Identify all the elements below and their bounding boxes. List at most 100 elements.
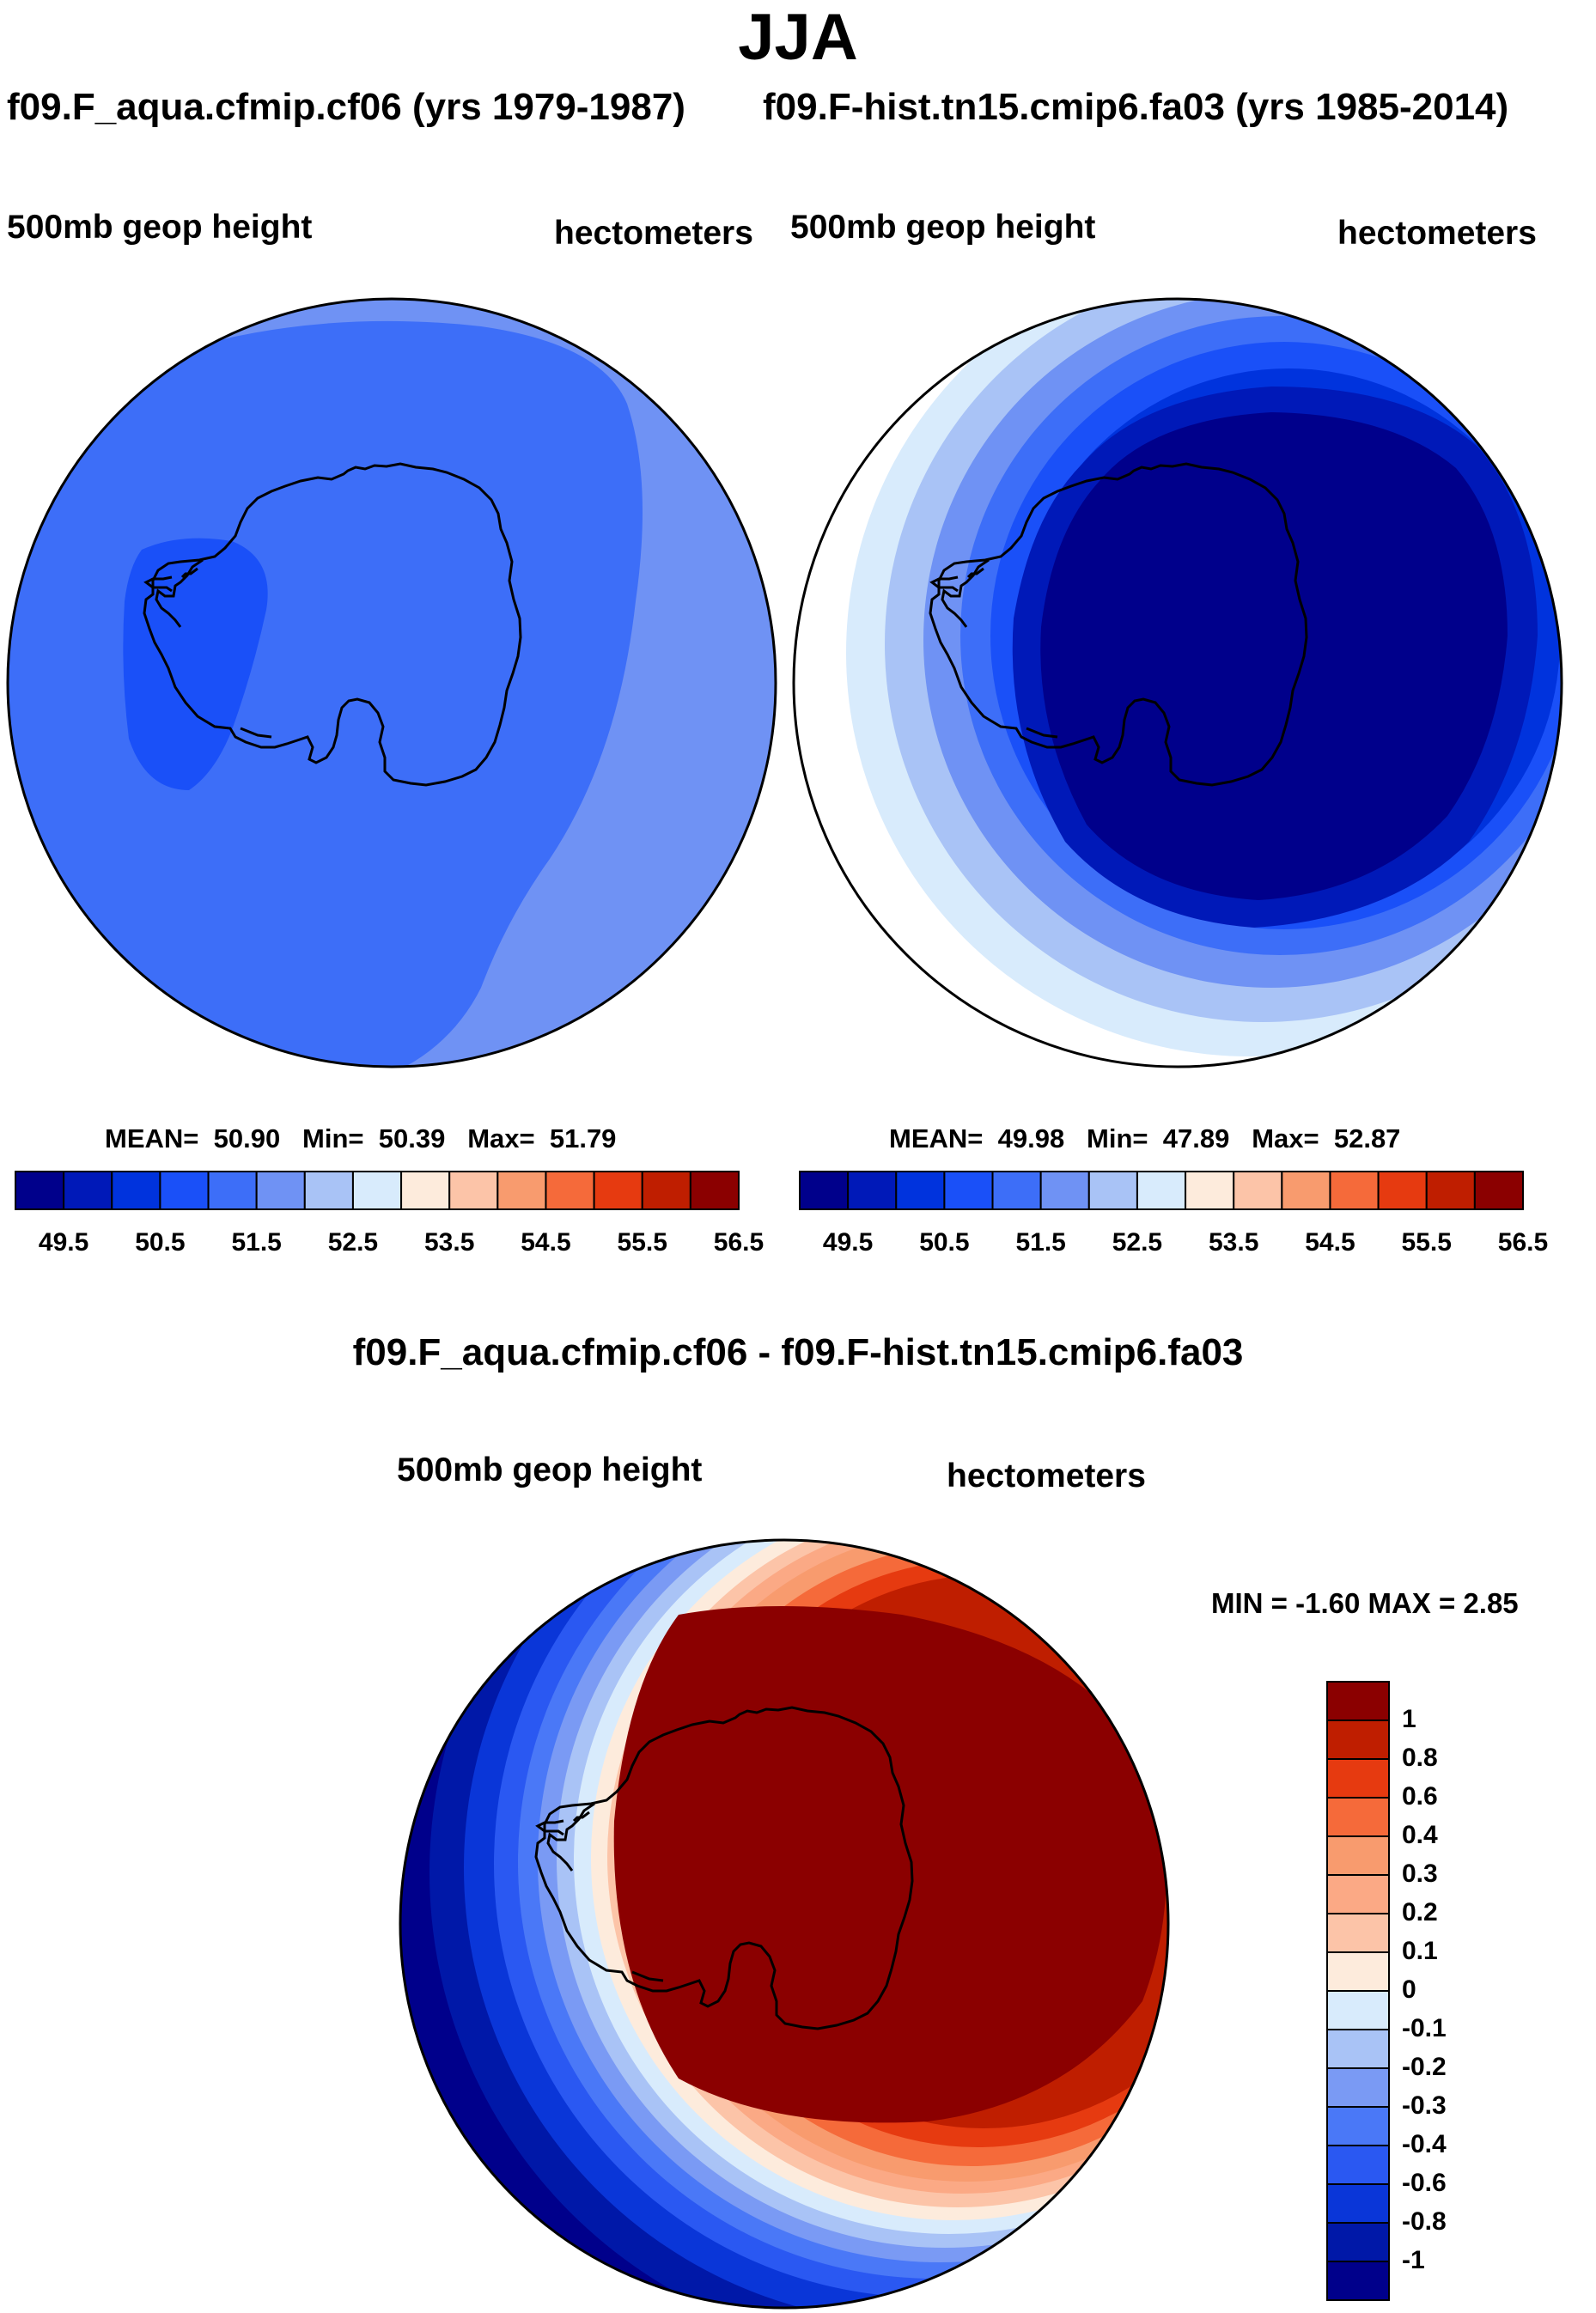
diff-colorbar-tick-label: 0	[1402, 1975, 1416, 2004]
left-colorbar-box-6	[303, 1171, 354, 1210]
right-colorbar-box-1	[847, 1171, 898, 1210]
right-max-label: Max=	[1252, 1123, 1319, 1153]
right-min-label: Min=	[1087, 1123, 1148, 1153]
left-stats: MEAN= 50.90 Min= 50.39 Max= 51.79	[105, 1123, 616, 1154]
right-colorbar-box-0	[799, 1171, 850, 1210]
left-colorbar-box-1	[63, 1171, 113, 1210]
diff-colorbar-box-8	[1326, 1990, 1390, 2030]
left-max-label: Max=	[467, 1123, 535, 1153]
left-colorbar-box-0	[15, 1171, 65, 1210]
left-field-band-50.5-51	[123, 538, 268, 790]
diff-band-above-1	[613, 1606, 1167, 2123]
right-colorbar-box-12	[1377, 1171, 1428, 1210]
right-variable-label: 500mb geop height	[790, 209, 1096, 246]
right-colorbar-box-11	[1329, 1171, 1380, 1210]
left-min-label: Min=	[302, 1123, 364, 1153]
left-colorbar-box-12	[593, 1171, 643, 1210]
right-colorbar-box-8	[1185, 1171, 1235, 1210]
diff-colorbar-box-6	[1326, 1913, 1390, 1953]
left-colorbar-tick-label: 55.5	[617, 1228, 667, 1257]
diff-colorbar-tick-label: 1	[1402, 1705, 1416, 1733]
left-colorbar	[15, 1171, 740, 1210]
diff-colorbar-tick-label: -1	[1402, 2246, 1425, 2274]
left-polar-map	[6, 297, 777, 1068]
left-mean-label: MEAN=	[105, 1123, 199, 1153]
right-colorbar-box-3	[943, 1171, 994, 1210]
diff-colorbar-box-12	[1326, 2145, 1390, 2185]
diff-colorbar-box-11	[1326, 2106, 1390, 2146]
left-colorbar-box-10	[496, 1171, 547, 1210]
left-colorbar-box-11	[545, 1171, 595, 1210]
left-variable-label: 500mb geop height	[7, 209, 313, 246]
diff-colorbar-box-15	[1326, 2261, 1390, 2301]
diff-colorbar-tick-label: 0.4	[1402, 1821, 1438, 1849]
right-colorbar-box-5	[1039, 1171, 1090, 1210]
right-mean-value: 49.98	[997, 1123, 1065, 1153]
left-colorbar-box-5	[255, 1171, 306, 1210]
right-colorbar-box-14	[1473, 1171, 1525, 1210]
left-colorbar-box-2	[111, 1171, 161, 1210]
diff-colorbar-tick-label: -0.6	[1402, 2169, 1447, 2197]
left-colorbar-box-9	[448, 1171, 499, 1210]
diff-colorbar-box-2	[1326, 1758, 1390, 1799]
right-colorbar	[799, 1171, 1525, 1210]
diff-minmax: MIN = -1.60 MAX = 2.85	[1211, 1587, 1519, 1619]
right-colorbar-box-9	[1233, 1171, 1283, 1210]
right-colorbar-box-4	[991, 1171, 1042, 1210]
diff-colorbar-tick-label: 0.6	[1402, 1782, 1438, 1811]
diff-colorbar-box-9	[1326, 2029, 1390, 2069]
right-colorbar-tick-label: 52.5	[1112, 1228, 1163, 1257]
diff-colorbar-box-5	[1326, 1874, 1390, 1914]
diff-colorbar-tick-label: 0.1	[1402, 1937, 1438, 1965]
right-colorbar-box-6	[1087, 1171, 1138, 1210]
diff-units-label: hectometers	[947, 1458, 1146, 1494]
diff-colorbar-tick-label: -0.2	[1402, 2053, 1447, 2081]
right-colorbar-tick-label: 51.5	[1015, 1228, 1066, 1257]
diff-colorbar	[1326, 1681, 1390, 2301]
right-colorbar-box-2	[895, 1171, 946, 1210]
diff-polar-map	[399, 1538, 1170, 2310]
diff-colorbar-tick-label: -0.8	[1402, 2207, 1447, 2236]
right-polar-map	[792, 297, 1563, 1068]
right-max-value: 52.87	[1333, 1123, 1401, 1153]
diff-colorbar-box-14	[1326, 2222, 1390, 2262]
right-colorbar-tick-label: 54.5	[1305, 1228, 1355, 1257]
diff-colorbar-box-1	[1326, 1720, 1390, 1760]
left-colorbar-tick-label: 52.5	[327, 1228, 379, 1257]
diff-colorbar-tick-label: -0.1	[1402, 2014, 1447, 2042]
right-units-label: hectometers	[1337, 215, 1537, 252]
right-min-value: 47.89	[1162, 1123, 1230, 1153]
diff-colorbar-tick-label: 0.2	[1402, 1898, 1438, 1926]
left-colorbar-tick-label: 53.5	[423, 1228, 475, 1257]
left-colorbar-box-4	[207, 1171, 258, 1210]
right-stats: MEAN= 49.98 Min= 47.89 Max= 52.87	[889, 1123, 1400, 1154]
diff-colorbar-tick-label: 0.8	[1402, 1744, 1438, 1772]
diff-colorbar-tick-label: 0.3	[1402, 1860, 1438, 1888]
diff-colorbar-tick-label: -0.4	[1402, 2130, 1447, 2158]
right-colorbar-tick-label: 49.5	[822, 1228, 874, 1257]
right-colorbar-tick-label: 53.5	[1208, 1228, 1259, 1257]
left-mean-value: 50.90	[213, 1123, 281, 1153]
right-colorbar-box-10	[1281, 1171, 1331, 1210]
left-max-value: 51.79	[549, 1123, 617, 1153]
diff-colorbar-box-10	[1326, 2067, 1390, 2108]
diff-colorbar-box-3	[1326, 1797, 1390, 1837]
diff-colorbar-tick-label: -0.3	[1402, 2091, 1447, 2120]
right-field-band-below-49	[1040, 412, 1508, 900]
right-mean-label: MEAN=	[889, 1123, 984, 1153]
left-colorbar-tick-label: 56.5	[713, 1228, 764, 1257]
diff-colorbar-box-0	[1326, 1681, 1390, 1721]
left-colorbar-box-13	[641, 1171, 691, 1210]
right-colorbar-tick-label: 50.5	[919, 1228, 970, 1257]
right-map-boundary	[792, 297, 1563, 1068]
right-case-title: f09.F-hist.tn15.cmip6.fa03 (yrs 1985-201…	[763, 86, 1509, 128]
right-colorbar-box-7	[1136, 1171, 1187, 1210]
diff-title: f09.F_aqua.cfmip.cf06 - f09.F-hist.tn15.…	[352, 1331, 1244, 1373]
left-colorbar-tick-label: 50.5	[135, 1228, 186, 1257]
diff-map-boundary	[399, 1538, 1170, 2310]
left-colorbar-tick-label: 54.5	[521, 1228, 571, 1257]
left-map-boundary	[6, 297, 777, 1068]
diff-colorbar-box-7	[1326, 1951, 1390, 1992]
diff-variable-label: 500mb geop height	[397, 1452, 703, 1488]
